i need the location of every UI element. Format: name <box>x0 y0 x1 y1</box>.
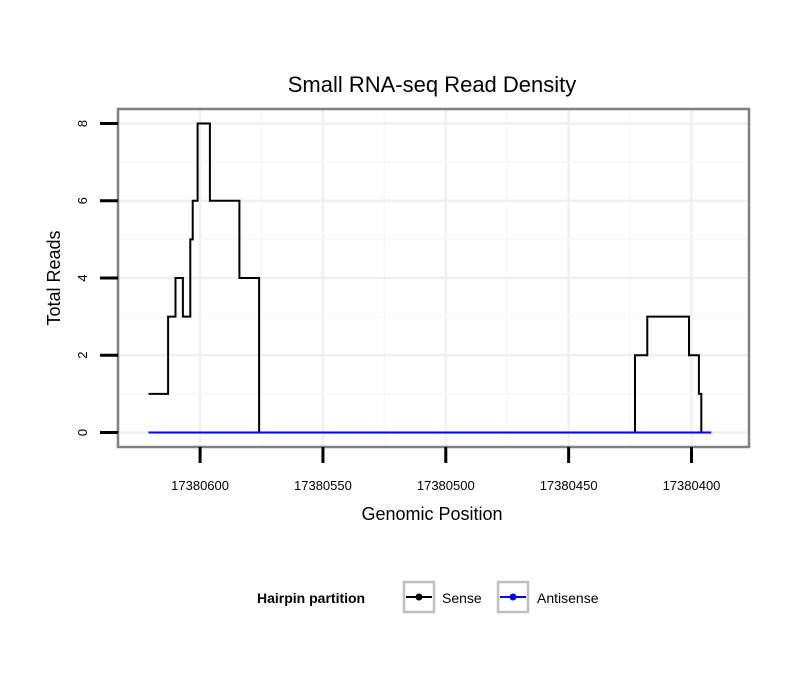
legend-key-sense-dot <box>415 593 423 601</box>
y-tick-label: 8 <box>75 120 90 127</box>
series-layer <box>148 122 712 434</box>
x-tick-label: 17380600 <box>171 478 229 493</box>
y-axis-label: Total Reads <box>44 230 64 325</box>
legend-title: Hairpin partition <box>257 590 365 606</box>
y-tick-label: 6 <box>75 197 90 204</box>
axes: 17380600 17380550 17380500 17380450 17380400… <box>75 120 720 493</box>
legend-label-sense: Sense <box>442 590 482 606</box>
legend: Hairpin partition Sense Antisense <box>257 580 599 614</box>
y-tick-label: 0 <box>75 429 90 436</box>
y-tick-label: 2 <box>75 352 90 359</box>
x-axis-label: Genomic Position <box>361 504 502 524</box>
legend-key-antisense-dot <box>509 593 517 601</box>
legend-label-antisense: Antisense <box>537 590 599 606</box>
x-tick-label: 17380550 <box>294 478 352 493</box>
chart-title: Small RNA-seq Read Density <box>288 72 577 97</box>
series-line-sense <box>148 122 712 434</box>
x-tick-label: 17380400 <box>663 478 721 493</box>
y-tick-label: 4 <box>75 274 90 281</box>
grid <box>119 110 748 446</box>
x-tick-label: 17380450 <box>540 478 598 493</box>
x-tick-label: 17380500 <box>417 478 475 493</box>
